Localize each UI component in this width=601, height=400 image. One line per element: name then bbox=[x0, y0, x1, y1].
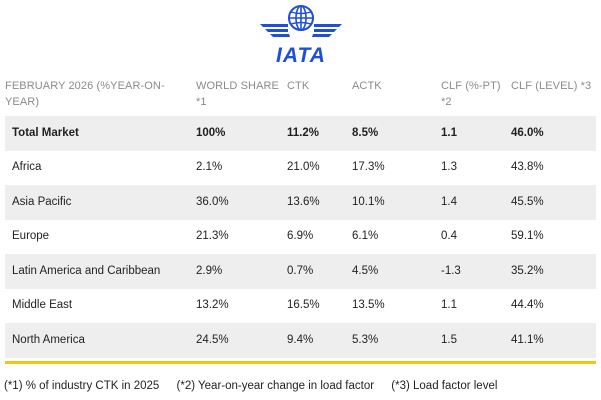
table-row-africa: Africa 2.1% 21.0% 17.3% 1.3 43.8% bbox=[5, 151, 596, 186]
clf-level-value: 46.0% bbox=[511, 126, 544, 139]
world-share-value: 2.1% bbox=[196, 161, 223, 174]
ctk-value: 21.0% bbox=[287, 161, 320, 174]
ctk-value: 9.4% bbox=[287, 333, 314, 346]
ctk-value: 11.2% bbox=[287, 126, 319, 139]
ctk-value: 16.5% bbox=[287, 299, 320, 312]
footnote-3: (*3) Load factor level bbox=[391, 380, 498, 392]
col-header-ctk: CTK bbox=[287, 80, 310, 92]
table-row-latin-america: Latin America and Caribbean 2.9% 0.7% 4.… bbox=[5, 254, 596, 289]
clf-pt-value: 0.4 bbox=[441, 230, 457, 243]
col-header-clf-pt: CLF (%-PT) *2 bbox=[441, 80, 501, 108]
logo-text: IATA bbox=[276, 44, 326, 66]
ctk-value: 0.7% bbox=[287, 264, 314, 277]
col-header-world-share: WORLD SHARE *1 bbox=[196, 80, 279, 108]
actk-value: 10.1% bbox=[352, 195, 385, 208]
table-row-middle-east: Middle East 13.2% 16.5% 13.5% 1.1 44.4% bbox=[5, 289, 596, 324]
clf-pt-value: 1.4 bbox=[441, 195, 457, 208]
clf-pt-value: 1.1 bbox=[441, 126, 457, 139]
region-name: Middle East bbox=[12, 299, 73, 312]
region-name: North America bbox=[12, 333, 85, 346]
region-name: Africa bbox=[12, 161, 42, 174]
clf-level-value: 35.2% bbox=[511, 264, 544, 277]
actk-value: 13.5% bbox=[352, 299, 385, 312]
actk-value: 8.5% bbox=[352, 126, 379, 139]
ctk-value: 6.9% bbox=[287, 230, 314, 243]
actk-value: 17.3% bbox=[352, 161, 385, 174]
table-row-europe: Europe 21.3% 6.9% 6.1% 0.4 59.1% bbox=[5, 220, 596, 255]
iata-logo: IATA bbox=[260, 5, 342, 66]
table-row-asia-pacific: Asia Pacific 36.0% 13.6% 10.1% 1.4 45.5% bbox=[5, 185, 596, 220]
accent-rule bbox=[5, 361, 596, 364]
actk-value: 6.1% bbox=[352, 230, 379, 243]
footnotes: (*1) % of industry CTK in 2025 (*2) Year… bbox=[4, 380, 511, 392]
world-share-value: 13.2% bbox=[196, 299, 229, 312]
actk-value: 4.5% bbox=[352, 264, 379, 277]
clf-level-value: 44.4% bbox=[511, 299, 544, 312]
clf-pt-value: -1.3 bbox=[441, 264, 461, 277]
world-share-value: 36.0% bbox=[196, 195, 229, 208]
clf-level-value: 59.1% bbox=[511, 230, 544, 243]
ctk-value: 13.6% bbox=[287, 195, 320, 208]
world-share-value: 21.3% bbox=[196, 230, 229, 243]
col-header-actk: ACTK bbox=[352, 80, 382, 92]
table-row-north-america: North America 24.5% 9.4% 5.3% 1.5 41.1% bbox=[5, 323, 596, 358]
clf-pt-value: 1.3 bbox=[441, 161, 457, 174]
region-name: Latin America and Caribbean bbox=[12, 264, 161, 277]
footnote-2: (*2) Year-on-year change in load factor bbox=[176, 380, 375, 392]
region-name: Total Market bbox=[12, 126, 79, 139]
world-share-value: 100% bbox=[196, 126, 226, 139]
traffic-table: FEBRUARY 2026 (%YEAR-ON-YEAR) WORLD SHAR… bbox=[5, 75, 596, 358]
clf-level-value: 45.5% bbox=[511, 195, 544, 208]
clf-pt-value: 1.1 bbox=[441, 299, 457, 312]
region-name: Asia Pacific bbox=[12, 195, 72, 208]
footnote-1: (*1) % of industry CTK in 2025 bbox=[4, 380, 160, 392]
table-row-total-market: Total Market 100% 11.2% 8.5% 1.1 46.0% bbox=[5, 116, 596, 151]
clf-level-value: 41.1% bbox=[511, 333, 544, 346]
actk-value: 5.3% bbox=[352, 333, 379, 346]
region-name: Europe bbox=[12, 230, 50, 243]
clf-pt-value: 1.5 bbox=[441, 333, 457, 346]
world-share-value: 24.5% bbox=[196, 333, 229, 346]
world-share-value: 2.9% bbox=[196, 264, 223, 277]
clf-level-value: 43.8% bbox=[511, 161, 544, 174]
col-header-clf-level: CLF (LEVEL) *3 bbox=[511, 80, 592, 92]
col-header-period: FEBRUARY 2026 (%YEAR-ON-YEAR) bbox=[5, 80, 165, 108]
table-header-row: FEBRUARY 2026 (%YEAR-ON-YEAR) WORLD SHAR… bbox=[5, 75, 596, 116]
